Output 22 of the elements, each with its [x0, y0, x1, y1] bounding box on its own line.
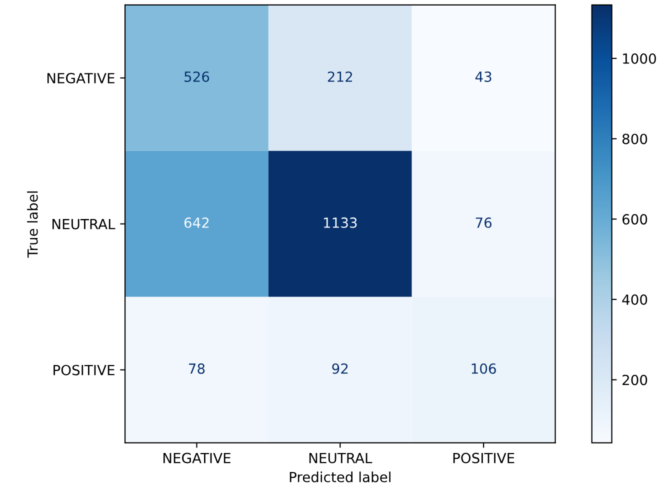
color-bar-label: 400 [622, 294, 648, 305]
y-tick-label: POSITIVE [54, 364, 114, 376]
y-axis-title: True label [27, 191, 38, 258]
data-label: 212 [328, 71, 352, 82]
data-label: 1133 [324, 217, 357, 228]
data-label: 78 [189, 363, 205, 374]
data-label: 92 [332, 363, 348, 374]
y-tick-label: NEUTRAL [52, 219, 116, 230]
y-tick-label: NEGATIVE [47, 72, 114, 84]
data-label: 526 [184, 71, 210, 82]
data-label: 106 [472, 363, 496, 374]
x-tick-label: POSITIVE [453, 452, 514, 464]
data-label: 43 [475, 71, 492, 82]
x-axis-title: Predicted label [290, 472, 390, 482]
x-tick-label: NEGATIVE [163, 452, 230, 464]
color-bar-label: 1000 [623, 53, 656, 64]
data-label: 642 [184, 217, 209, 228]
data-label: 76 [476, 217, 492, 228]
color-bar-label: 200 [622, 374, 648, 386]
color-bar-label: 600 [622, 214, 648, 225]
x-tick-label: NEUTRAL [309, 452, 372, 464]
color-bar-label: 800 [622, 134, 648, 144]
